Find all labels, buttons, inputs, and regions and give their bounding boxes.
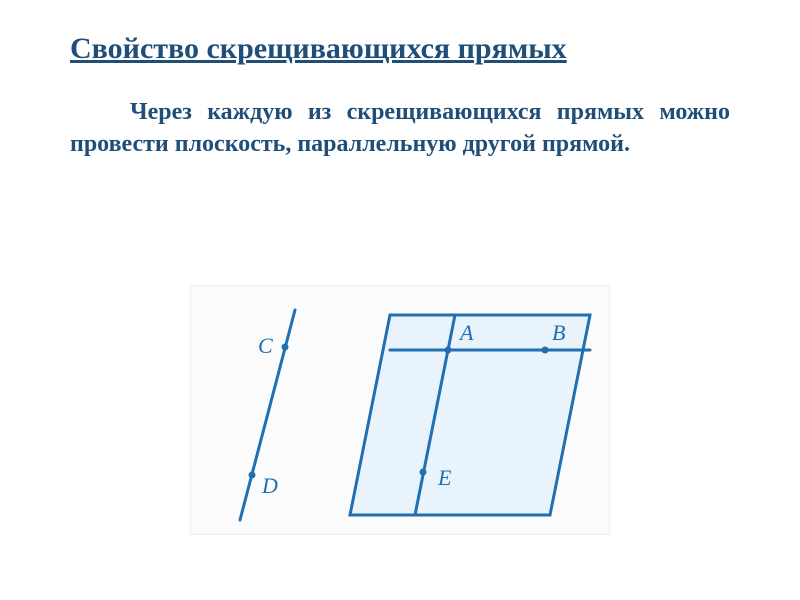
diagram-container: C D A B E [190,285,610,540]
geometry-diagram: C D A B E [190,285,610,535]
slide-body-text: Через каждую из скрещивающихся прямых мо… [70,96,730,161]
point-A [445,347,452,354]
point-C [282,344,289,351]
plane-shape [350,315,590,515]
label-D: D [261,473,278,498]
slide-title: Свойство скрещивающихся прямых [70,30,730,68]
slide: Свойство скрещивающихся прямых Через каж… [0,0,800,600]
label-E: E [437,465,452,490]
label-C: C [258,333,273,358]
point-B [542,347,549,354]
point-D [249,472,256,479]
label-A: A [458,320,474,345]
point-E [420,469,427,476]
label-B: B [552,320,565,345]
